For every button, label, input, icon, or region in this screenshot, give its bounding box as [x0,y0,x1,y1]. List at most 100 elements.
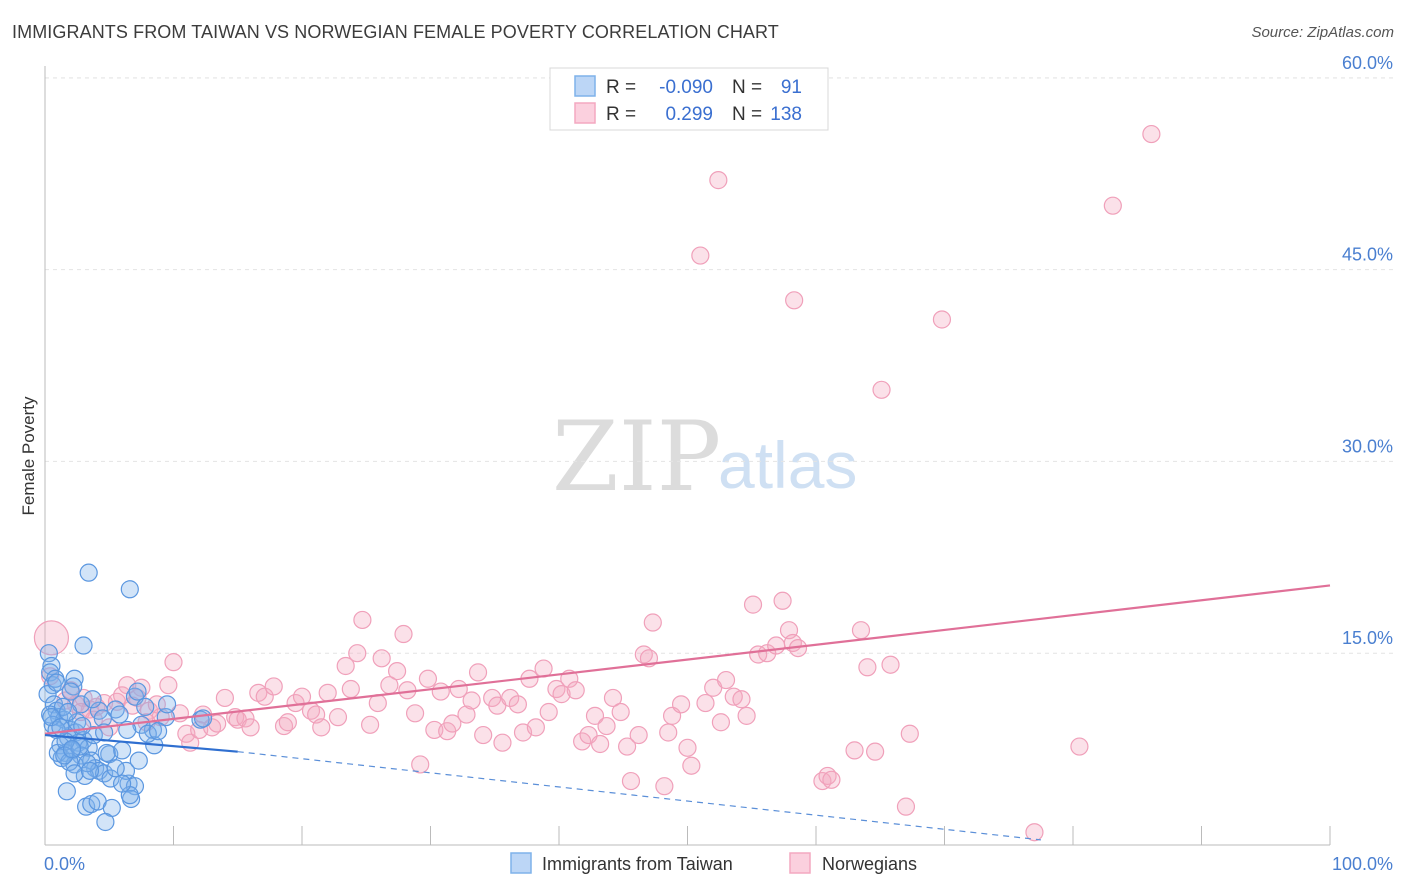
taiwan-point [61,682,80,701]
norwegians-point [215,688,234,708]
norwegians-point [71,702,91,722]
taiwan-point [53,697,73,717]
taiwan-point [97,743,116,763]
taiwan-point [128,682,147,701]
norwegians-point [785,291,804,310]
norwegians-point [159,676,178,695]
norwegians-point [1103,196,1122,215]
norwegians-point [659,723,678,742]
norwegians-point [361,715,380,734]
norwegians-point [691,246,710,265]
norwegians-point [845,741,864,760]
norwegians-point [737,706,756,725]
axes [44,66,1331,846]
norwegians-point [709,171,728,190]
norwegians-point [585,706,605,725]
taiwan-point [106,759,125,778]
norwegians-point [566,681,585,700]
norwegians-point [711,713,731,732]
norwegians-point [643,613,662,632]
norwegians-point [255,687,274,706]
norwegians-point [348,644,367,663]
stats-legend-box [549,67,829,131]
norwegians-point [328,708,348,727]
chart-title: IMMIGRANTS FROM TAIWAN VS NORWEGIAN FEMA… [12,22,779,42]
taiwan-point [73,716,92,736]
norwegians-point [621,771,641,791]
taiwan-point [74,636,93,655]
norwegians-point [387,662,407,681]
norwegians-point [547,679,566,699]
norwegians-point [732,690,751,709]
norwegians-point [1025,823,1044,842]
taiwan-trend-extension [237,751,1041,841]
norwegians-point [881,655,900,674]
legend-n-label-1: N = [732,77,762,98]
norwegians-points [33,124,1161,842]
norwegians-point [443,714,462,733]
taiwan-point [136,697,155,717]
taiwan-point [79,563,98,582]
norwegians-point [431,682,450,701]
norwegians-point [603,688,623,708]
norwegians-point [278,713,297,732]
norwegians-point [696,693,715,713]
legend-swatch-taiwan [574,75,596,97]
watermark-zip: ZIP [552,401,721,513]
taiwan-point [77,797,96,816]
norwegians-point [773,591,792,610]
norwegians-point [597,716,616,736]
y-tick-label: 60.0% [1342,53,1393,73]
norwegians-trend-line [44,584,1331,735]
norwegians-point [655,777,674,796]
taiwan-trend-line [44,733,238,753]
norwegians-point [264,677,283,696]
norwegians-point [611,702,630,722]
norwegians-point [1070,737,1089,756]
norwegians-point [474,725,493,745]
taiwan-point [96,812,115,832]
taiwan-point [57,782,76,801]
taiwan-point [101,769,120,788]
norwegians-point [866,742,885,761]
x-tick-label-min: 0.0% [44,854,85,874]
norwegians-point [241,718,260,737]
taiwan-point [157,695,177,714]
y-tick-label: 45.0% [1342,245,1393,265]
norwegians-point [872,380,891,399]
taiwan-point [110,705,129,724]
norwegians-point [767,636,786,655]
bottom-swatch-norwegians [789,852,811,874]
norwegians-point [526,718,545,737]
legend-r-label-1: R = [606,77,636,98]
norwegians-point [858,658,877,677]
norwegians-point [372,649,391,668]
norwegians-point [743,595,763,614]
legend-swatch-norwegians [574,102,596,124]
tick-labels: 15.0% 30.0% 45.0% 60.0% 0.0% 100.0% [44,53,1393,874]
norwegians-point [591,734,610,754]
taiwan-point [62,740,82,759]
norwegians-point [312,718,331,737]
grid-lines [45,77,1395,654]
taiwan-point [112,741,132,760]
taiwan-point [120,580,139,599]
norwegians-point [1142,124,1161,144]
legend-n-label-2: N = [732,104,762,125]
series-legend: Immigrants from Taiwan Norwegians [510,852,917,874]
watermark-atlas: atlas [718,428,857,502]
taiwan-point [80,761,100,780]
x-tick-label-max: 100.0% [1332,854,1393,874]
norwegians-point [896,797,916,816]
y-tick-label: 30.0% [1342,436,1393,456]
norwegians-point [411,755,430,774]
norwegians-point [508,695,527,714]
norwegians-point [618,737,637,756]
legend-n-value-1: 91 [781,77,802,98]
norwegians-point [468,663,488,682]
norwegians-point [341,679,360,699]
norwegians-point [405,704,425,723]
norwegians-point [671,695,691,714]
stats-legend: R = -0.090 N = 91 R = 0.299 N = 138 [549,67,829,131]
